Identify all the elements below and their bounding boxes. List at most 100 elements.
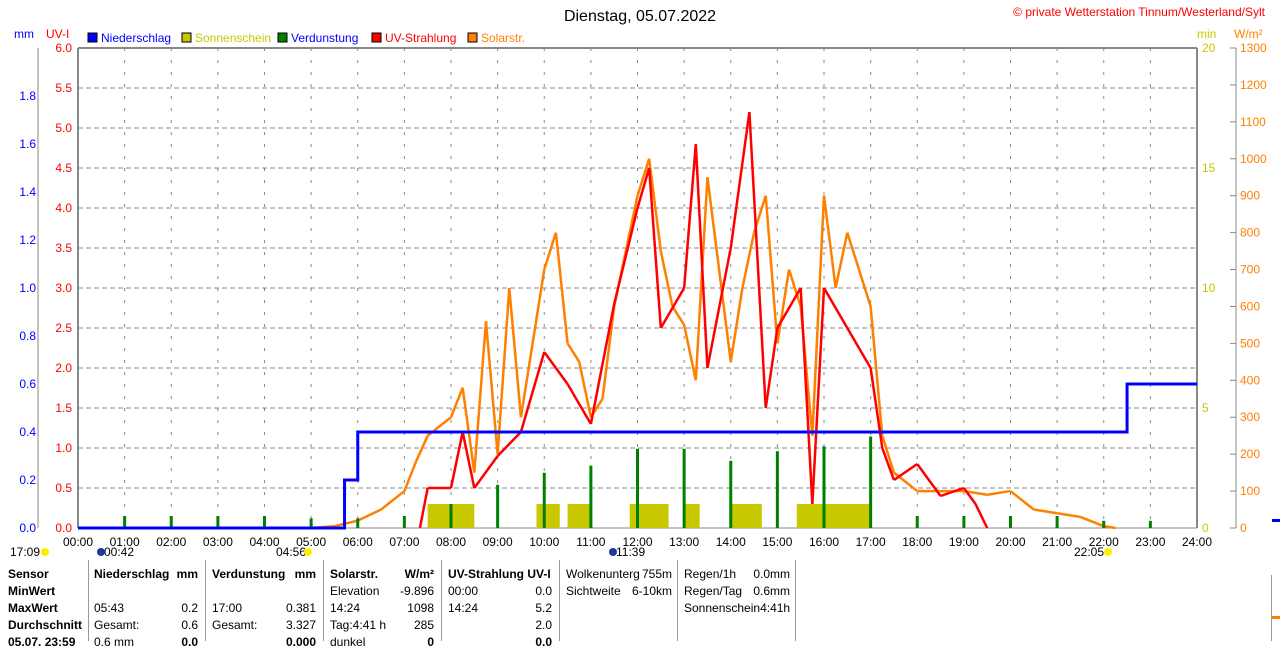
uv-segment	[659, 287, 686, 329]
evaporation-bar	[449, 504, 453, 528]
uv-segment	[846, 327, 872, 369]
sunrise-time: 04:56	[276, 545, 306, 559]
nied-max: 0.2	[181, 601, 198, 615]
sunshine-label: Sonnenschein	[684, 601, 761, 615]
solar-segment	[682, 324, 698, 381]
solar-segment	[1056, 511, 1081, 519]
solar-segment	[787, 269, 802, 307]
evaporation-bar	[915, 516, 919, 528]
solar-segment	[729, 287, 744, 363]
uv-segment	[589, 303, 616, 425]
uv-avg: 2.0	[535, 618, 552, 632]
x-tick-label: 04:00	[249, 535, 279, 549]
legend-swatch	[467, 32, 478, 43]
solar-segment	[449, 387, 464, 418]
uv-segment	[729, 111, 751, 249]
solar-segment	[869, 306, 884, 436]
solar-segment	[508, 287, 523, 418]
evaporation-bar	[589, 465, 593, 528]
solar-segment	[764, 195, 779, 344]
uv-segment	[940, 486, 965, 498]
mm-tick-label: 1.0	[19, 281, 36, 295]
legend-swatch	[277, 32, 288, 43]
evaporation-bar	[962, 516, 966, 528]
legend-label: Niederschlag	[101, 31, 171, 45]
visibility-label: Sichtweite	[566, 584, 621, 598]
precipitation-line	[78, 382, 1197, 530]
uv-segment	[764, 327, 779, 409]
moon-phase-icon	[609, 548, 617, 556]
verd-max: 0.381	[285, 601, 316, 615]
evaporation-bar	[356, 518, 360, 528]
sensor-header: Sensor	[8, 567, 49, 581]
uv-segment	[974, 503, 989, 529]
axis-label-mm: mm	[14, 27, 34, 41]
min-tick-label: 10	[1202, 281, 1216, 295]
verd-current: 0.000	[285, 635, 316, 649]
wm2-tick-label: 400	[1240, 373, 1260, 387]
uv-tick-label: 1.5	[55, 401, 72, 415]
x-tick-label: 22:00	[1089, 535, 1119, 549]
wm2-tick-label: 100	[1240, 484, 1260, 498]
x-tick-label: 20:00	[995, 535, 1025, 549]
mm-tick-label: 0.4	[19, 425, 36, 439]
nied-header: Niederschlag	[94, 567, 170, 581]
sunshine-bar	[567, 504, 591, 528]
uv-segment	[799, 287, 814, 505]
legend-label: Verdunstung	[291, 31, 358, 45]
x-tick-label: 13:00	[669, 535, 699, 549]
rain-1h-label: Regen/1h	[684, 567, 737, 581]
uv-segment	[776, 287, 802, 329]
wm2-tick-label: 600	[1240, 299, 1260, 313]
solar-elev: -9.896	[399, 584, 434, 598]
evaporation-bar	[263, 516, 266, 528]
solar-segment	[414, 435, 429, 463]
uv-tick-label: 0.5	[55, 481, 72, 495]
solar-segment	[380, 490, 406, 511]
uv-segment	[461, 431, 476, 489]
uv-segment	[893, 462, 918, 482]
mini-blue-marker	[1272, 519, 1280, 522]
sunshine-bar	[536, 504, 560, 528]
solar-current: 0	[427, 635, 434, 649]
legend-label: UV-Strahlung	[385, 31, 456, 45]
uv-segment	[822, 287, 849, 329]
x-tick-label: 15:00	[762, 535, 792, 549]
legend-swatch	[181, 32, 192, 43]
solar-segment	[473, 321, 488, 473]
solar-segment	[566, 342, 581, 363]
min-tick-label: 0	[1202, 521, 1209, 535]
sunrise-icon	[304, 548, 312, 556]
solar-segment	[577, 361, 593, 418]
x-tick-label: 12:00	[622, 535, 652, 549]
nied-unit: mm	[176, 567, 198, 581]
row-max: MaxWert	[8, 601, 58, 615]
wm2-tick-label: 800	[1240, 226, 1260, 240]
wm2-tick-label: 300	[1240, 410, 1260, 424]
verd-unit: mm	[294, 567, 316, 581]
uv-min: 0.0	[535, 584, 552, 598]
evaporation-bar	[822, 446, 826, 528]
solar-segment	[601, 306, 616, 399]
uv-segment	[647, 167, 663, 329]
nied-current-label: 0.6 mm	[94, 635, 135, 649]
solar-segment	[484, 321, 499, 455]
x-tick-label: 09:00	[483, 535, 513, 549]
mm-tick-label: 0.6	[19, 377, 36, 391]
evaporation-bar	[1055, 516, 1059, 528]
solar-segment	[834, 232, 849, 289]
solar-elev-label: Elevation	[330, 584, 380, 598]
solar-segment	[554, 232, 569, 344]
solar-segment	[403, 461, 418, 492]
verd-total-label: Gesamt:	[212, 618, 258, 632]
solar-segment	[636, 158, 651, 197]
uv-max: 5.2	[535, 601, 552, 615]
solar-segment	[846, 232, 861, 270]
solar-segment	[881, 435, 896, 473]
legend-label: Solarstr.	[481, 31, 525, 45]
nied-total: 0.6	[181, 618, 198, 632]
evaporation-bar	[1009, 516, 1012, 528]
legend: Niederschlag Sonnenschein Verdunstung UV-St…	[87, 31, 525, 45]
sunset-icon	[1104, 548, 1112, 556]
